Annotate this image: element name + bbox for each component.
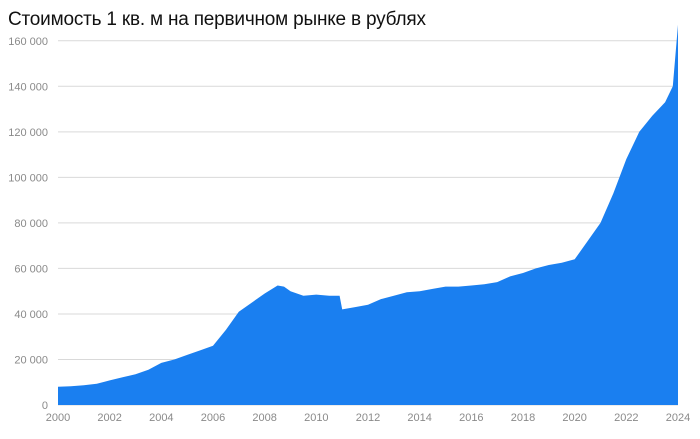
y-tick-label: 100 000 [8, 172, 48, 184]
x-tick-label: 2022 [614, 412, 638, 424]
y-tick-label: 80 000 [14, 218, 48, 230]
y-tick-label: 0 [42, 400, 48, 412]
y-tick-label: 20 000 [14, 354, 48, 366]
x-tick-label: 2004 [149, 412, 173, 424]
price-area-series [58, 24, 678, 406]
y-tick-label: 60 000 [14, 263, 48, 275]
y-tick-label: 40 000 [14, 309, 48, 321]
x-tick-label: 2010 [304, 412, 328, 424]
plot-area [58, 24, 678, 406]
x-tick-label: 2006 [201, 412, 225, 424]
x-tick-label: 2008 [252, 412, 276, 424]
x-tick-label: 2014 [407, 412, 431, 424]
x-tick-label: 2016 [459, 412, 483, 424]
y-tick-label: 160 000 [8, 36, 48, 48]
chart-title: Стоимость 1 кв. м на первичном рынке в р… [8, 9, 426, 30]
y-tick-label: 120 000 [8, 127, 48, 139]
x-tick-label: 2024 [666, 412, 690, 424]
y-tick-label: 140 000 [8, 81, 48, 93]
x-tick-label: 2020 [562, 412, 586, 424]
x-tick-label: 2018 [511, 412, 535, 424]
x-tick-label: 2002 [97, 412, 121, 424]
x-tick-label: 2012 [356, 412, 380, 424]
y-axis: 0 20 000 40 000 60 000 80 000 100 000 120 000 1… [8, 36, 48, 412]
x-axis: 2000 2002 2004 2006 2008 2010 2012 2014 2016 2018… [46, 412, 690, 424]
x-tick-label: 2000 [46, 412, 70, 424]
